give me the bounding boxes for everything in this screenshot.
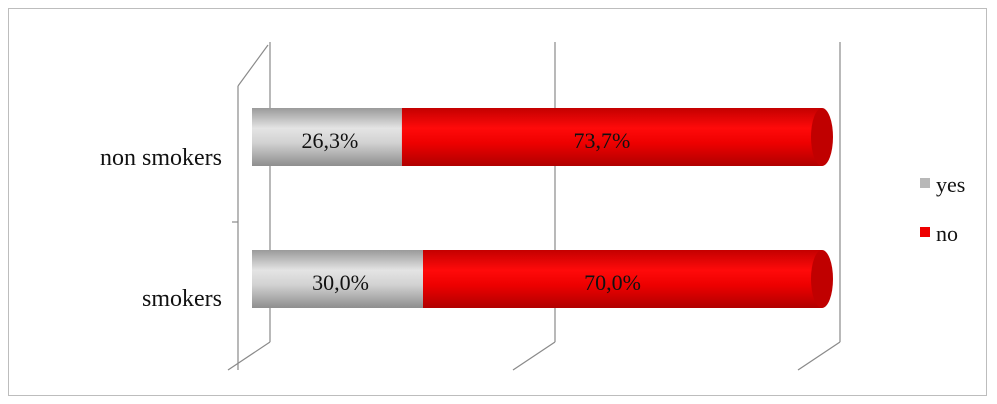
bar-no-1: [423, 250, 822, 308]
bar-yes-1: [252, 250, 423, 308]
legend-swatch-yes: [920, 178, 930, 188]
bars: 26,3% 73,7% 30,0% 70,0%: [252, 108, 833, 308]
axis-wall-top: [237, 44, 269, 87]
legend: yes no: [920, 172, 965, 246]
legend-label-no: no: [936, 221, 958, 246]
data-label-no-0: 73,7%: [574, 128, 631, 153]
legend-swatch-no: [920, 227, 930, 237]
bar-yes-0: [252, 108, 402, 166]
bar-no-0: [401, 108, 822, 166]
gridline-depth-100: [797, 341, 841, 371]
category-label-smokers: smokers: [142, 286, 222, 312]
gridline-depth-50: [512, 341, 556, 371]
category-label-non-smokers: non smokers: [100, 145, 222, 171]
data-label-yes-1: 30,0%: [312, 270, 369, 295]
data-label-yes-0: 26,3%: [302, 128, 359, 153]
gridlines: [227, 42, 841, 371]
legend-label-yes: yes: [936, 172, 965, 197]
data-label-no-1: 70,0%: [584, 270, 641, 295]
chart-frame: [8, 8, 987, 396]
gridline-depth-0: [227, 341, 271, 371]
bar-end-cap-0: [811, 108, 833, 166]
bar-end-cap-1: [811, 250, 833, 308]
